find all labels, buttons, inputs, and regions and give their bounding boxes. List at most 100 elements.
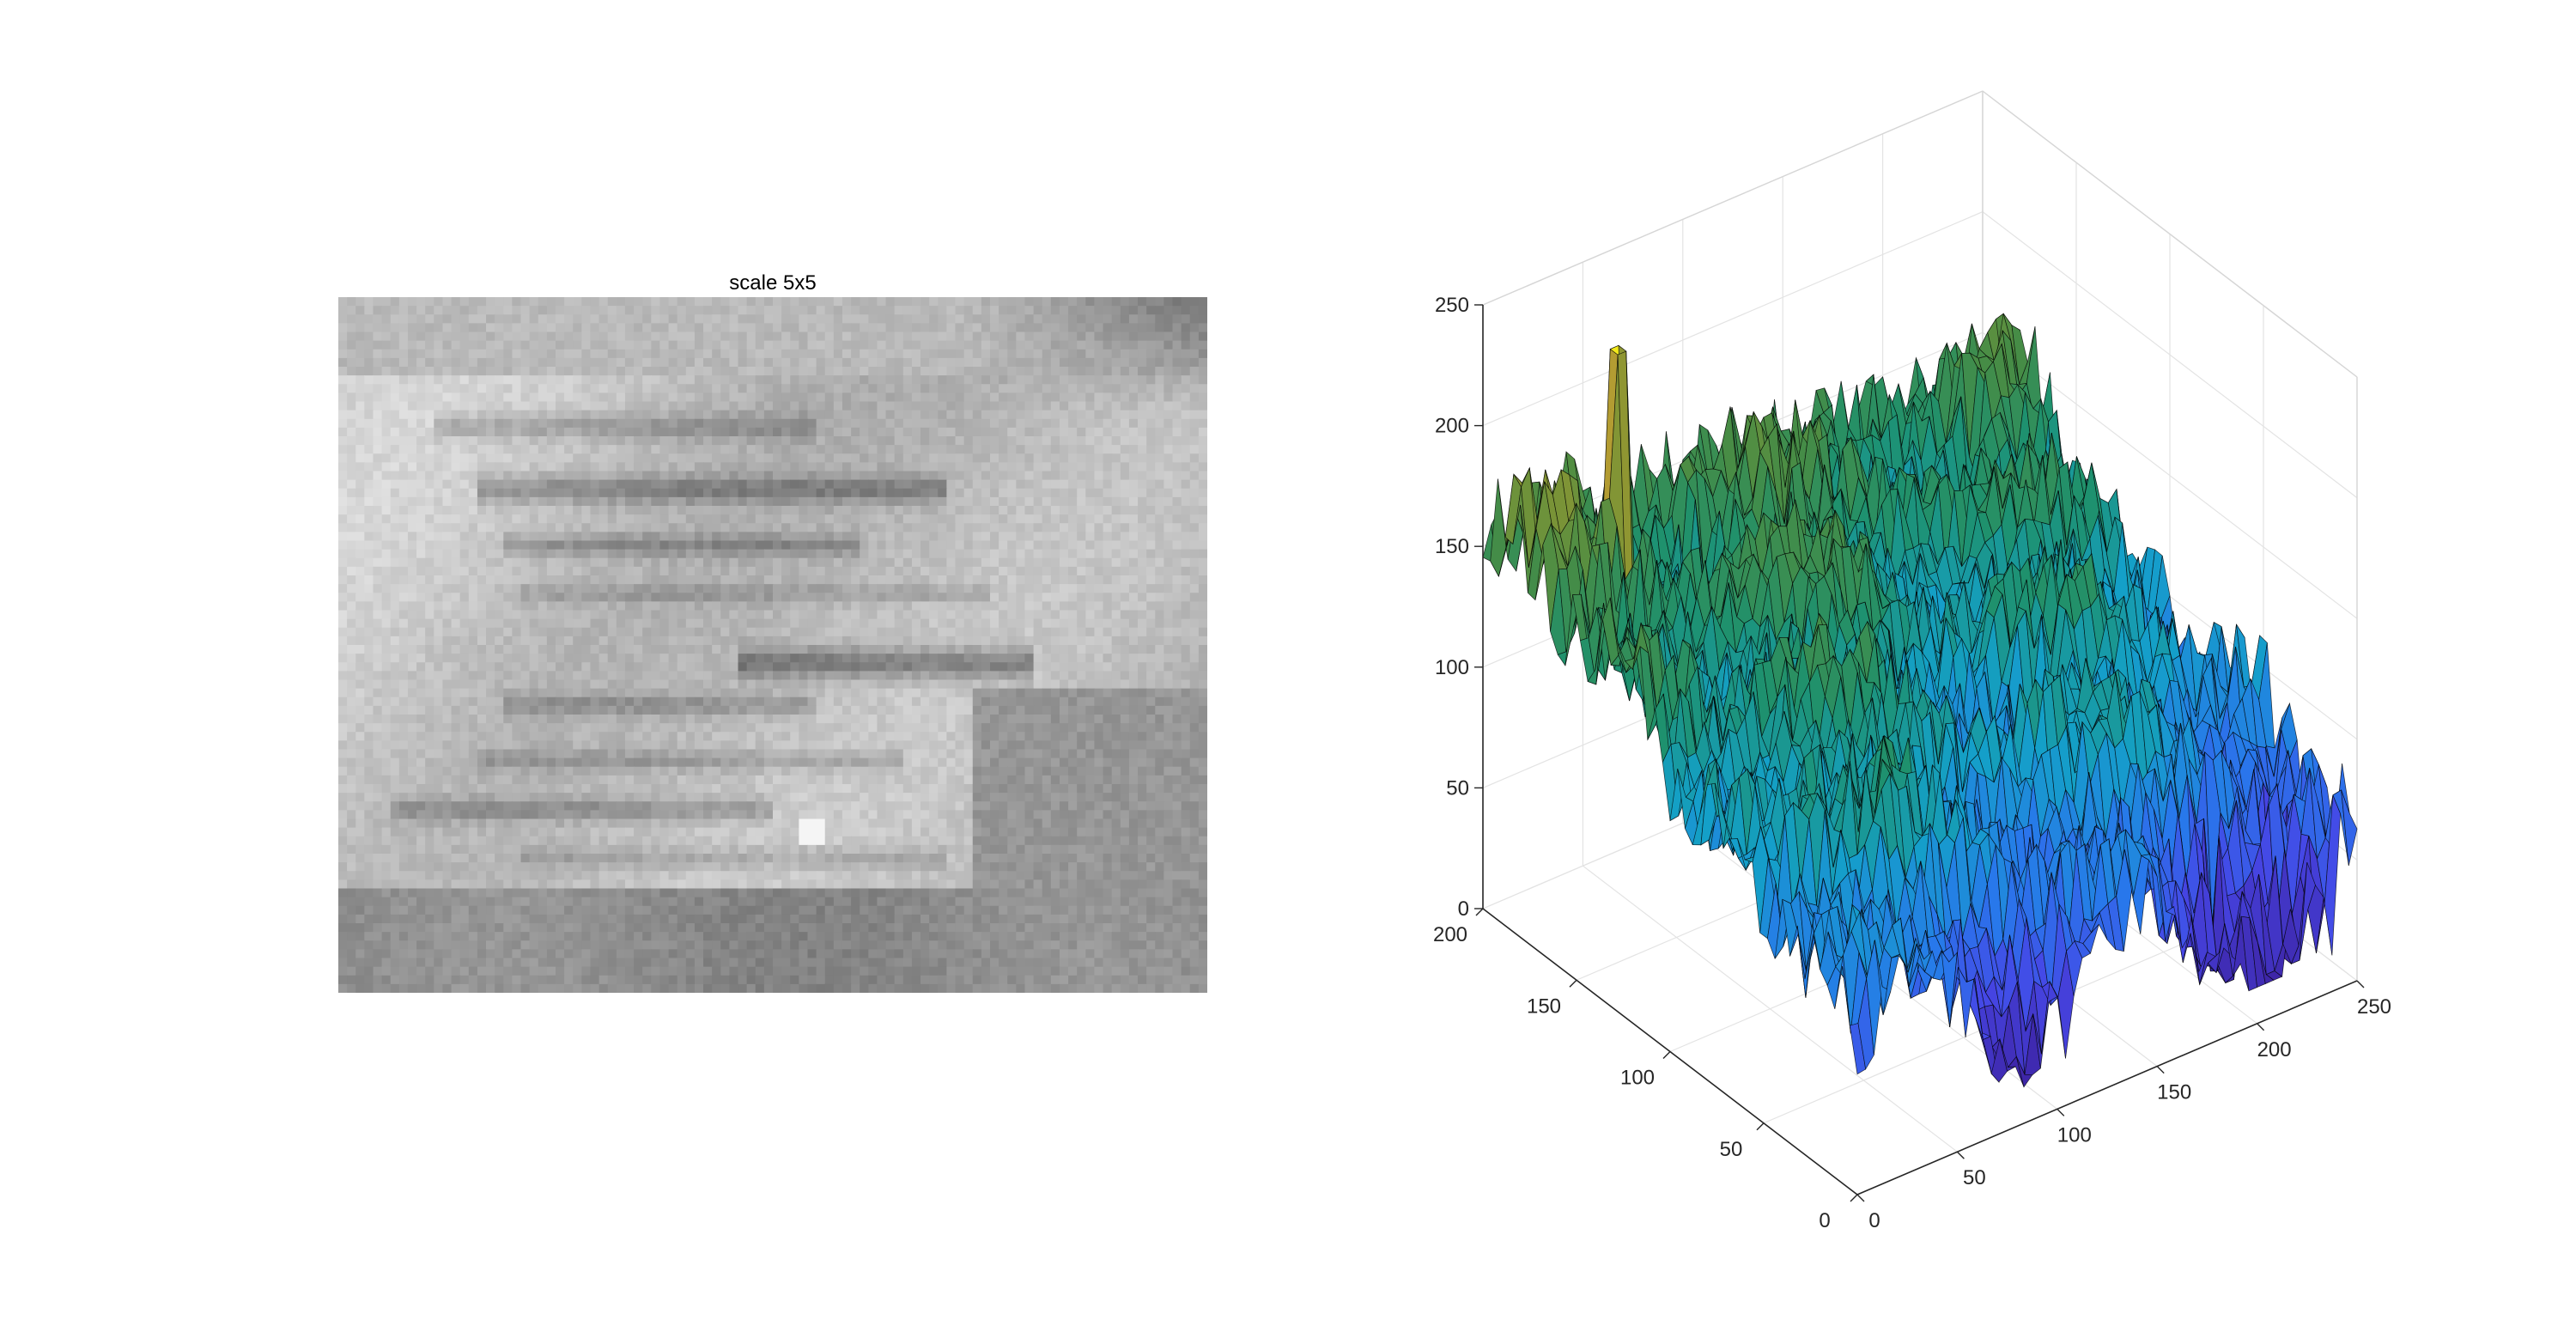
image-cell [1138, 462, 1147, 472]
image-cell [799, 418, 809, 429]
image-cell [841, 306, 852, 315]
image-cell [624, 636, 635, 646]
image-cell [946, 566, 957, 576]
image-cell [720, 584, 730, 593]
image-cell [416, 445, 426, 454]
image-cell [773, 367, 782, 376]
image-cell [738, 610, 748, 620]
image-cell [477, 479, 487, 490]
image-cell [651, 496, 661, 507]
image-cell [1085, 575, 1096, 585]
image-cell [1163, 314, 1174, 324]
image-cell [486, 532, 495, 542]
image-cell [1024, 715, 1035, 724]
image-cell [677, 671, 687, 681]
image-cell [538, 566, 548, 576]
image-cell [981, 723, 991, 733]
image-cell [720, 645, 730, 654]
image-cell [338, 566, 348, 576]
image-cell [799, 453, 809, 463]
image-cell [911, 506, 921, 515]
image-cell [398, 401, 409, 411]
image-cell [1016, 306, 1026, 315]
image-cell [442, 427, 453, 437]
image-cell [1198, 453, 1207, 463]
image-cell [416, 549, 426, 559]
image-cell [503, 471, 513, 481]
image-cell [1111, 566, 1121, 576]
image-cell [503, 392, 513, 403]
image-cell [729, 549, 739, 559]
image-cell [1068, 662, 1078, 672]
image-cell [634, 557, 643, 568]
image-cell [955, 314, 965, 324]
image-cell [999, 715, 1008, 724]
image-cell [1155, 610, 1164, 620]
image-cell [503, 584, 513, 593]
image-cell [1172, 514, 1182, 524]
image-cell [477, 688, 487, 698]
image-cell [1128, 496, 1139, 507]
image-cell [468, 540, 478, 550]
image-cell [894, 705, 904, 715]
image-cell [364, 375, 374, 385]
image-cell [503, 705, 513, 715]
image-cell [929, 340, 939, 350]
image-cell [824, 401, 835, 411]
image-cell [868, 705, 878, 715]
image-cell [860, 323, 869, 333]
image-cell [694, 488, 704, 498]
image-cell [564, 688, 574, 698]
image-cell [1007, 636, 1017, 646]
image-cell [1128, 427, 1139, 437]
image-cell [712, 654, 721, 663]
image-cell [512, 662, 522, 672]
image-cell [425, 575, 434, 585]
image-cell [581, 523, 592, 532]
image-cell [1111, 540, 1121, 550]
image-cell [1068, 453, 1078, 463]
image-cell [1016, 671, 1026, 681]
image-cell [799, 314, 809, 324]
image-cell [816, 506, 826, 515]
image-cell [712, 723, 721, 733]
image-cell [860, 306, 869, 315]
image-cell [1198, 332, 1207, 342]
image-cell [434, 618, 444, 629]
image-cell [990, 401, 999, 411]
image-cell [624, 540, 635, 550]
image-cell [712, 496, 721, 507]
image-cell [694, 340, 704, 350]
image-cell [1033, 532, 1043, 542]
image-cell [703, 645, 713, 654]
image-cell [1085, 671, 1096, 681]
image-cell [1094, 332, 1104, 342]
image-cell [503, 367, 513, 376]
image-cell [799, 671, 809, 681]
image-cell [816, 488, 826, 498]
image-cell [799, 654, 809, 663]
image-cell [703, 418, 713, 429]
image-cell [946, 401, 957, 411]
image-cell [911, 723, 921, 733]
image-cell [486, 584, 495, 593]
image-cell [694, 593, 704, 602]
image-cell [799, 618, 809, 629]
image-cell [598, 688, 609, 698]
image-cell [763, 584, 774, 593]
image-cell [642, 723, 652, 733]
image-cell [1189, 618, 1200, 629]
image-cell [1146, 715, 1156, 724]
image-cell [712, 705, 721, 715]
image-cell [938, 671, 947, 681]
image-cell [955, 332, 965, 342]
image-cell [790, 375, 799, 385]
image-cell [773, 584, 782, 593]
image-cell [833, 679, 843, 690]
image-cell [486, 436, 495, 446]
image-cell [355, 488, 365, 498]
image-cell [946, 427, 957, 437]
image-cell [1042, 566, 1052, 576]
image-cell [347, 715, 356, 724]
image-cell [407, 488, 417, 498]
